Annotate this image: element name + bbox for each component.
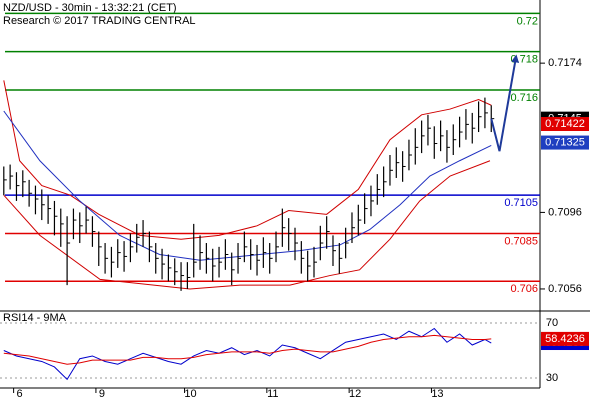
price-marker	[541, 117, 589, 131]
price-marker-label: 0.71422	[545, 118, 585, 130]
level-label: 0.7085	[504, 235, 538, 247]
x-tick-label: 13	[431, 388, 443, 400]
x-tick-label: 6	[17, 388, 23, 400]
x-tick-label: 10	[184, 388, 196, 400]
price-marker-label: 0.71325	[545, 136, 585, 148]
y-tick-label: 0.7174	[548, 57, 582, 69]
series-line	[3, 334, 492, 365]
series-line	[3, 160, 491, 290]
rsi-title: RSI14 - 9MA	[3, 312, 67, 324]
series-line	[3, 80, 492, 240]
series-line	[3, 327, 492, 381]
forecast-arrow	[490, 54, 520, 152]
level-label: 0.706	[510, 283, 538, 295]
y-tick-label: 0.7056	[548, 283, 582, 295]
x-tick-label: 9	[99, 388, 105, 400]
price-marker	[541, 135, 589, 150]
y-tick-label: 70	[546, 317, 558, 329]
y-tick-label: 0.7096	[548, 206, 582, 218]
price-marker	[541, 331, 589, 346]
price-marker-label: 58.4236	[545, 333, 585, 345]
x-tick-label: 12	[349, 388, 361, 400]
chart-subtitle: Research © 2017 TRADING CENTRAL	[3, 15, 196, 27]
level-label: 0.7105	[504, 197, 538, 209]
chart-title: NZD/USD - 30min - 13:32:21 (CET)	[3, 2, 177, 14]
level-label: 0.72	[517, 15, 538, 27]
level-label: 0.716	[510, 92, 538, 104]
x-tick-label: 11	[267, 388, 278, 400]
y-tick-label: 30	[546, 372, 558, 384]
